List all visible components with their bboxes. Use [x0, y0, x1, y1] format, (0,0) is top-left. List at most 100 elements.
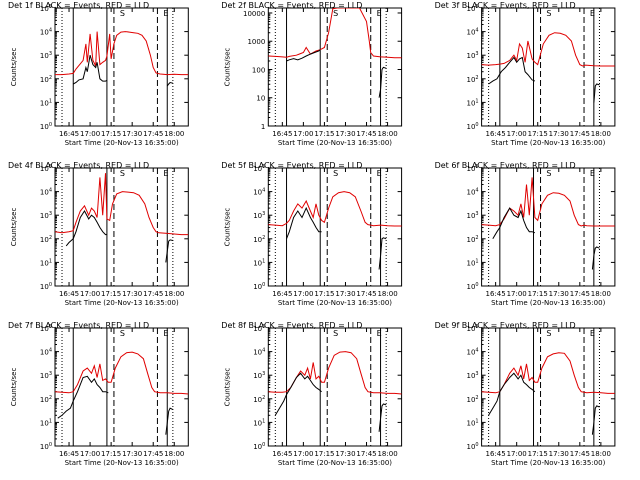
x-tick-label: 17:00	[80, 450, 100, 458]
y-tick-label: 104	[253, 348, 265, 357]
y-tick-label: 105	[253, 324, 265, 333]
series-group	[268, 191, 402, 270]
x-tick-label: 18:00	[164, 290, 184, 298]
y-tick-label: 101	[253, 258, 265, 267]
x-tick-label: 17:45	[143, 450, 163, 458]
x-tick-label: 17:30	[549, 130, 569, 138]
x-tick-label: 17:15	[101, 450, 121, 458]
plot-frame	[54, 327, 189, 447]
y-axis-label: Counts/sec	[223, 368, 231, 407]
x-tick-label: 17:00	[507, 130, 527, 138]
lld-series-line	[55, 351, 189, 395]
y-tick-label: 100	[466, 282, 478, 291]
panel-title: Det 2f BLACK = Events, RED = LLD	[221, 1, 362, 10]
y-tick-label: 100	[252, 66, 265, 74]
y-tick-label: 100	[40, 442, 52, 451]
y-tick-label: 104	[466, 188, 478, 197]
x-tick-label: 17:30	[335, 130, 355, 138]
y-tick-label: 1000	[247, 38, 265, 46]
series-group	[55, 173, 189, 263]
plot-frame	[267, 7, 403, 127]
y-tick-label: 101	[466, 258, 478, 267]
y-tick-label: 101	[40, 258, 52, 267]
y-tick-label: 100	[253, 442, 265, 451]
annotation-label: E	[377, 9, 382, 18]
y-tick-label: 105	[466, 324, 478, 333]
panel-title: Det 6f BLACK = Events, RED = LLD	[435, 161, 576, 170]
series-group	[55, 31, 189, 87]
series-group	[481, 177, 615, 270]
x-tick-label: 17:15	[101, 130, 121, 138]
panel-det-2: 1 10 100 1000 10000 16:45 17:00 17:15 17:30 17:45…	[221, 1, 403, 147]
panel-title: Det 4f BLACK = Events, RED = LLD	[8, 161, 149, 170]
annotation-label: S	[333, 169, 338, 178]
y-axis-label: Counts/sec	[223, 208, 231, 247]
lld-series-line	[481, 177, 615, 227]
x-tick-label: 18:00	[377, 450, 397, 458]
annotation-label: S	[546, 9, 551, 18]
lld-series-line	[268, 191, 402, 227]
y-tick-label: 101	[466, 418, 478, 427]
events-series-line	[488, 56, 536, 85]
plot-frame	[267, 327, 403, 447]
annotation-label: S	[333, 9, 338, 18]
annotation-label: S	[333, 329, 338, 338]
y-tick-label: 102	[253, 235, 265, 244]
x-tick-label: 17:15	[528, 130, 548, 138]
x-tick-label: 17:45	[356, 130, 376, 138]
y-tick-label: 101	[40, 98, 52, 107]
x-axis-label: Start Time (20-Nov-13 16:35:00)	[65, 459, 179, 467]
annotation-label: S	[546, 169, 551, 178]
panel-title: Det 5f BLACK = Events, RED = LLD	[221, 161, 362, 170]
events-series-line	[591, 246, 600, 270]
annotation-label: S	[120, 169, 125, 178]
annotation-label: E	[590, 169, 595, 178]
events-series-line	[166, 81, 174, 87]
events-series-line	[593, 83, 600, 103]
events-series-line	[165, 407, 174, 435]
annotation-label: E	[163, 9, 168, 18]
annotation-label: S	[120, 9, 125, 18]
y-axis-label: Counts/sec	[10, 48, 18, 87]
x-tick-label: 18:00	[591, 290, 611, 298]
y-tick-label: 10000	[243, 10, 265, 18]
x-tick-label: 17:30	[549, 290, 569, 298]
x-axis-label: Start Time (20-Nov-13 16:35:00)	[278, 299, 392, 307]
x-tick-label: 17:15	[314, 450, 334, 458]
x-axis-label: Start Time (20-Nov-13 16:35:00)	[491, 299, 605, 307]
x-tick-label: 17:30	[122, 130, 142, 138]
events-series-line	[286, 49, 321, 62]
events-series-line	[57, 375, 109, 419]
panel-det-3: 100 101 102 103 104 105 16:45 17:00 17:15 17:30 17…	[435, 1, 616, 147]
x-tick-label: 17:15	[528, 450, 548, 458]
y-tick-label: 102	[40, 75, 52, 84]
panel-det-1: 100 101 102 103 104 105 16:45 17:00 17:15 17:30 17…	[8, 1, 189, 147]
panel-det-5: 100 101 102 103 104 105 16:45 17:00 17:15 17:30 17…	[221, 161, 403, 307]
x-tick-label: 16:45	[486, 290, 506, 298]
panel-det-8: 100 101 102 103 104 105 16:45 17:00 17:15 17:30 17…	[221, 321, 403, 467]
plot-frame	[54, 167, 189, 287]
x-tick-label: 17:30	[549, 450, 569, 458]
y-tick-label: 105	[253, 164, 265, 173]
x-tick-label: 17:15	[314, 290, 334, 298]
lld-series-line	[481, 32, 615, 67]
y-tick-label: 104	[466, 348, 478, 357]
y-tick-label: 103	[466, 51, 478, 60]
events-series-line	[286, 206, 322, 239]
x-tick-label: 17:45	[570, 450, 590, 458]
x-tick-label: 18:00	[591, 130, 611, 138]
x-tick-label: 17:45	[143, 130, 163, 138]
x-axis-label: Start Time (20-Nov-13 16:35:00)	[491, 459, 605, 467]
annotation-label: S	[120, 329, 125, 338]
x-tick-label: 16:45	[59, 130, 79, 138]
y-tick-label: 102	[466, 395, 478, 404]
y-tick-label: 102	[40, 235, 52, 244]
annotation-label: E	[377, 169, 382, 178]
annotation-label: E	[163, 169, 168, 178]
panel-title: Det 7f BLACK = Events, RED = LLD	[8, 321, 149, 330]
x-tick-label: 18:00	[164, 130, 184, 138]
plot-frame	[481, 327, 616, 447]
plot-frame	[267, 167, 403, 287]
x-tick-label: 17:15	[314, 130, 334, 138]
x-tick-label: 17:15	[101, 290, 121, 298]
